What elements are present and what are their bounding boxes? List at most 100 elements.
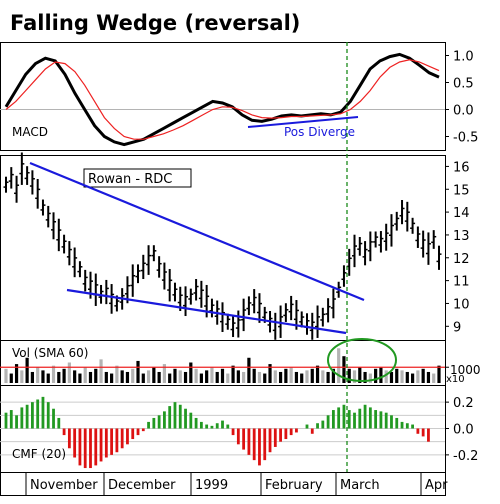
volume-bar: [257, 371, 262, 383]
volume-bar: [25, 357, 29, 383]
price-bar: [388, 214, 394, 247]
cmf-bar: [273, 428, 277, 447]
volume-bar: [310, 368, 314, 383]
price-bar: [56, 218, 62, 252]
cmf-bar: [337, 407, 341, 429]
cmf-bar: [120, 428, 124, 449]
volume-bar: [41, 370, 45, 383]
volume-bar: [395, 368, 399, 383]
price-bar: [288, 295, 294, 321]
price-bar: [394, 211, 400, 231]
volume-bar: [88, 371, 93, 383]
volume-bar: [400, 370, 404, 383]
macd-tick-label: 1.0: [453, 50, 474, 65]
cmf-bar: [295, 428, 298, 433]
price-bar: [352, 234, 358, 268]
volume-bar: [189, 362, 193, 383]
price-bar: [278, 305, 284, 338]
cmf-bar: [115, 428, 119, 453]
cmf-bar: [374, 410, 378, 429]
volume-bar: [73, 370, 77, 383]
volume-bar: [183, 371, 188, 383]
cmf-bar: [258, 428, 261, 466]
price-bar: [431, 230, 437, 249]
cmf-bar: [46, 402, 50, 429]
volume-bar: [284, 368, 288, 383]
cmf-bar: [62, 428, 66, 436]
cmf-bar: [326, 415, 330, 429]
price-bar: [251, 289, 257, 314]
volume-bar: [141, 373, 145, 383]
cmf-bar: [4, 412, 8, 429]
volume-bar: [379, 367, 383, 383]
volume-bar: [337, 348, 341, 383]
price-bar: [235, 310, 241, 338]
cmf-bar: [141, 428, 145, 432]
cmf-bar: [57, 417, 61, 429]
price-bar: [246, 296, 252, 316]
price-bar: [29, 170, 35, 195]
macd-frame: [0, 42, 446, 151]
volume-bar: [125, 371, 130, 383]
volume-bar: [278, 371, 283, 383]
price-bar: [383, 223, 389, 251]
volume-bar: [368, 373, 372, 383]
cmf-bar: [379, 411, 383, 429]
volume-bar: [331, 368, 335, 383]
volume-tick-label: 1000: [450, 363, 481, 377]
cmf-bar: [395, 417, 399, 429]
volume-bar: [46, 373, 50, 383]
price-bar: [373, 231, 379, 248]
upper-trendline: [29, 161, 365, 302]
volume-bar: [347, 368, 351, 383]
cmf-bar: [400, 421, 404, 429]
divergence-trendline: [247, 116, 359, 128]
x-axis: November December 1999 February March Apr: [25, 472, 448, 495]
price-bar: [367, 231, 373, 262]
price-bar: [362, 241, 368, 266]
price-tick-label: 12: [453, 252, 470, 267]
volume-bar: [162, 364, 167, 383]
cmf-bar: [78, 428, 82, 466]
volume-bar: [315, 365, 320, 383]
cmf-bar: [411, 424, 414, 429]
volume-bar: [421, 368, 425, 383]
volume-bar: [205, 370, 209, 383]
volume-bar: [178, 370, 182, 383]
volume-bar: [4, 368, 8, 383]
cmf-bar: [268, 428, 272, 453]
cmf-tick-label: 0.2: [453, 396, 474, 411]
price-bar: [161, 262, 167, 290]
cmf-tick-label: 0.0: [453, 423, 474, 438]
cmf-bar: [416, 428, 420, 434]
cmf-panel: 0.2 0.0 -0.2 CMF (20): [0, 396, 478, 469]
cmf-bar: [279, 428, 282, 442]
volume-bar: [157, 371, 161, 383]
cmf-label: CMF (20): [12, 447, 66, 461]
volume-scale-label: x10: [446, 374, 465, 385]
cmf-bar: [347, 410, 351, 429]
volume-bar: [273, 370, 277, 383]
volume-bar: [136, 360, 140, 383]
chart-title: Falling Wedge (reversal): [10, 11, 300, 35]
volume-bar: [305, 370, 309, 383]
volume-bar: [210, 367, 214, 383]
volume-bar: [36, 367, 40, 383]
cmf-bar: [231, 428, 235, 436]
volume-bar: [252, 368, 256, 383]
volume-bar: [432, 373, 436, 383]
volume-bar: [374, 368, 378, 383]
cmf-bar: [236, 428, 240, 445]
price-tick-label: 16: [453, 160, 470, 175]
price-bar: [309, 312, 315, 340]
volume-bar: [363, 371, 367, 383]
cmf-bar: [194, 417, 198, 429]
price-bar: [225, 313, 231, 330]
cmf-bar: [252, 428, 256, 461]
cmf-bar: [210, 425, 214, 429]
volume-bar: [146, 370, 151, 383]
price-bar: [109, 284, 115, 314]
x-tick-label: November: [30, 478, 98, 493]
volume-bar: [247, 357, 251, 383]
price-bar: [40, 199, 46, 216]
